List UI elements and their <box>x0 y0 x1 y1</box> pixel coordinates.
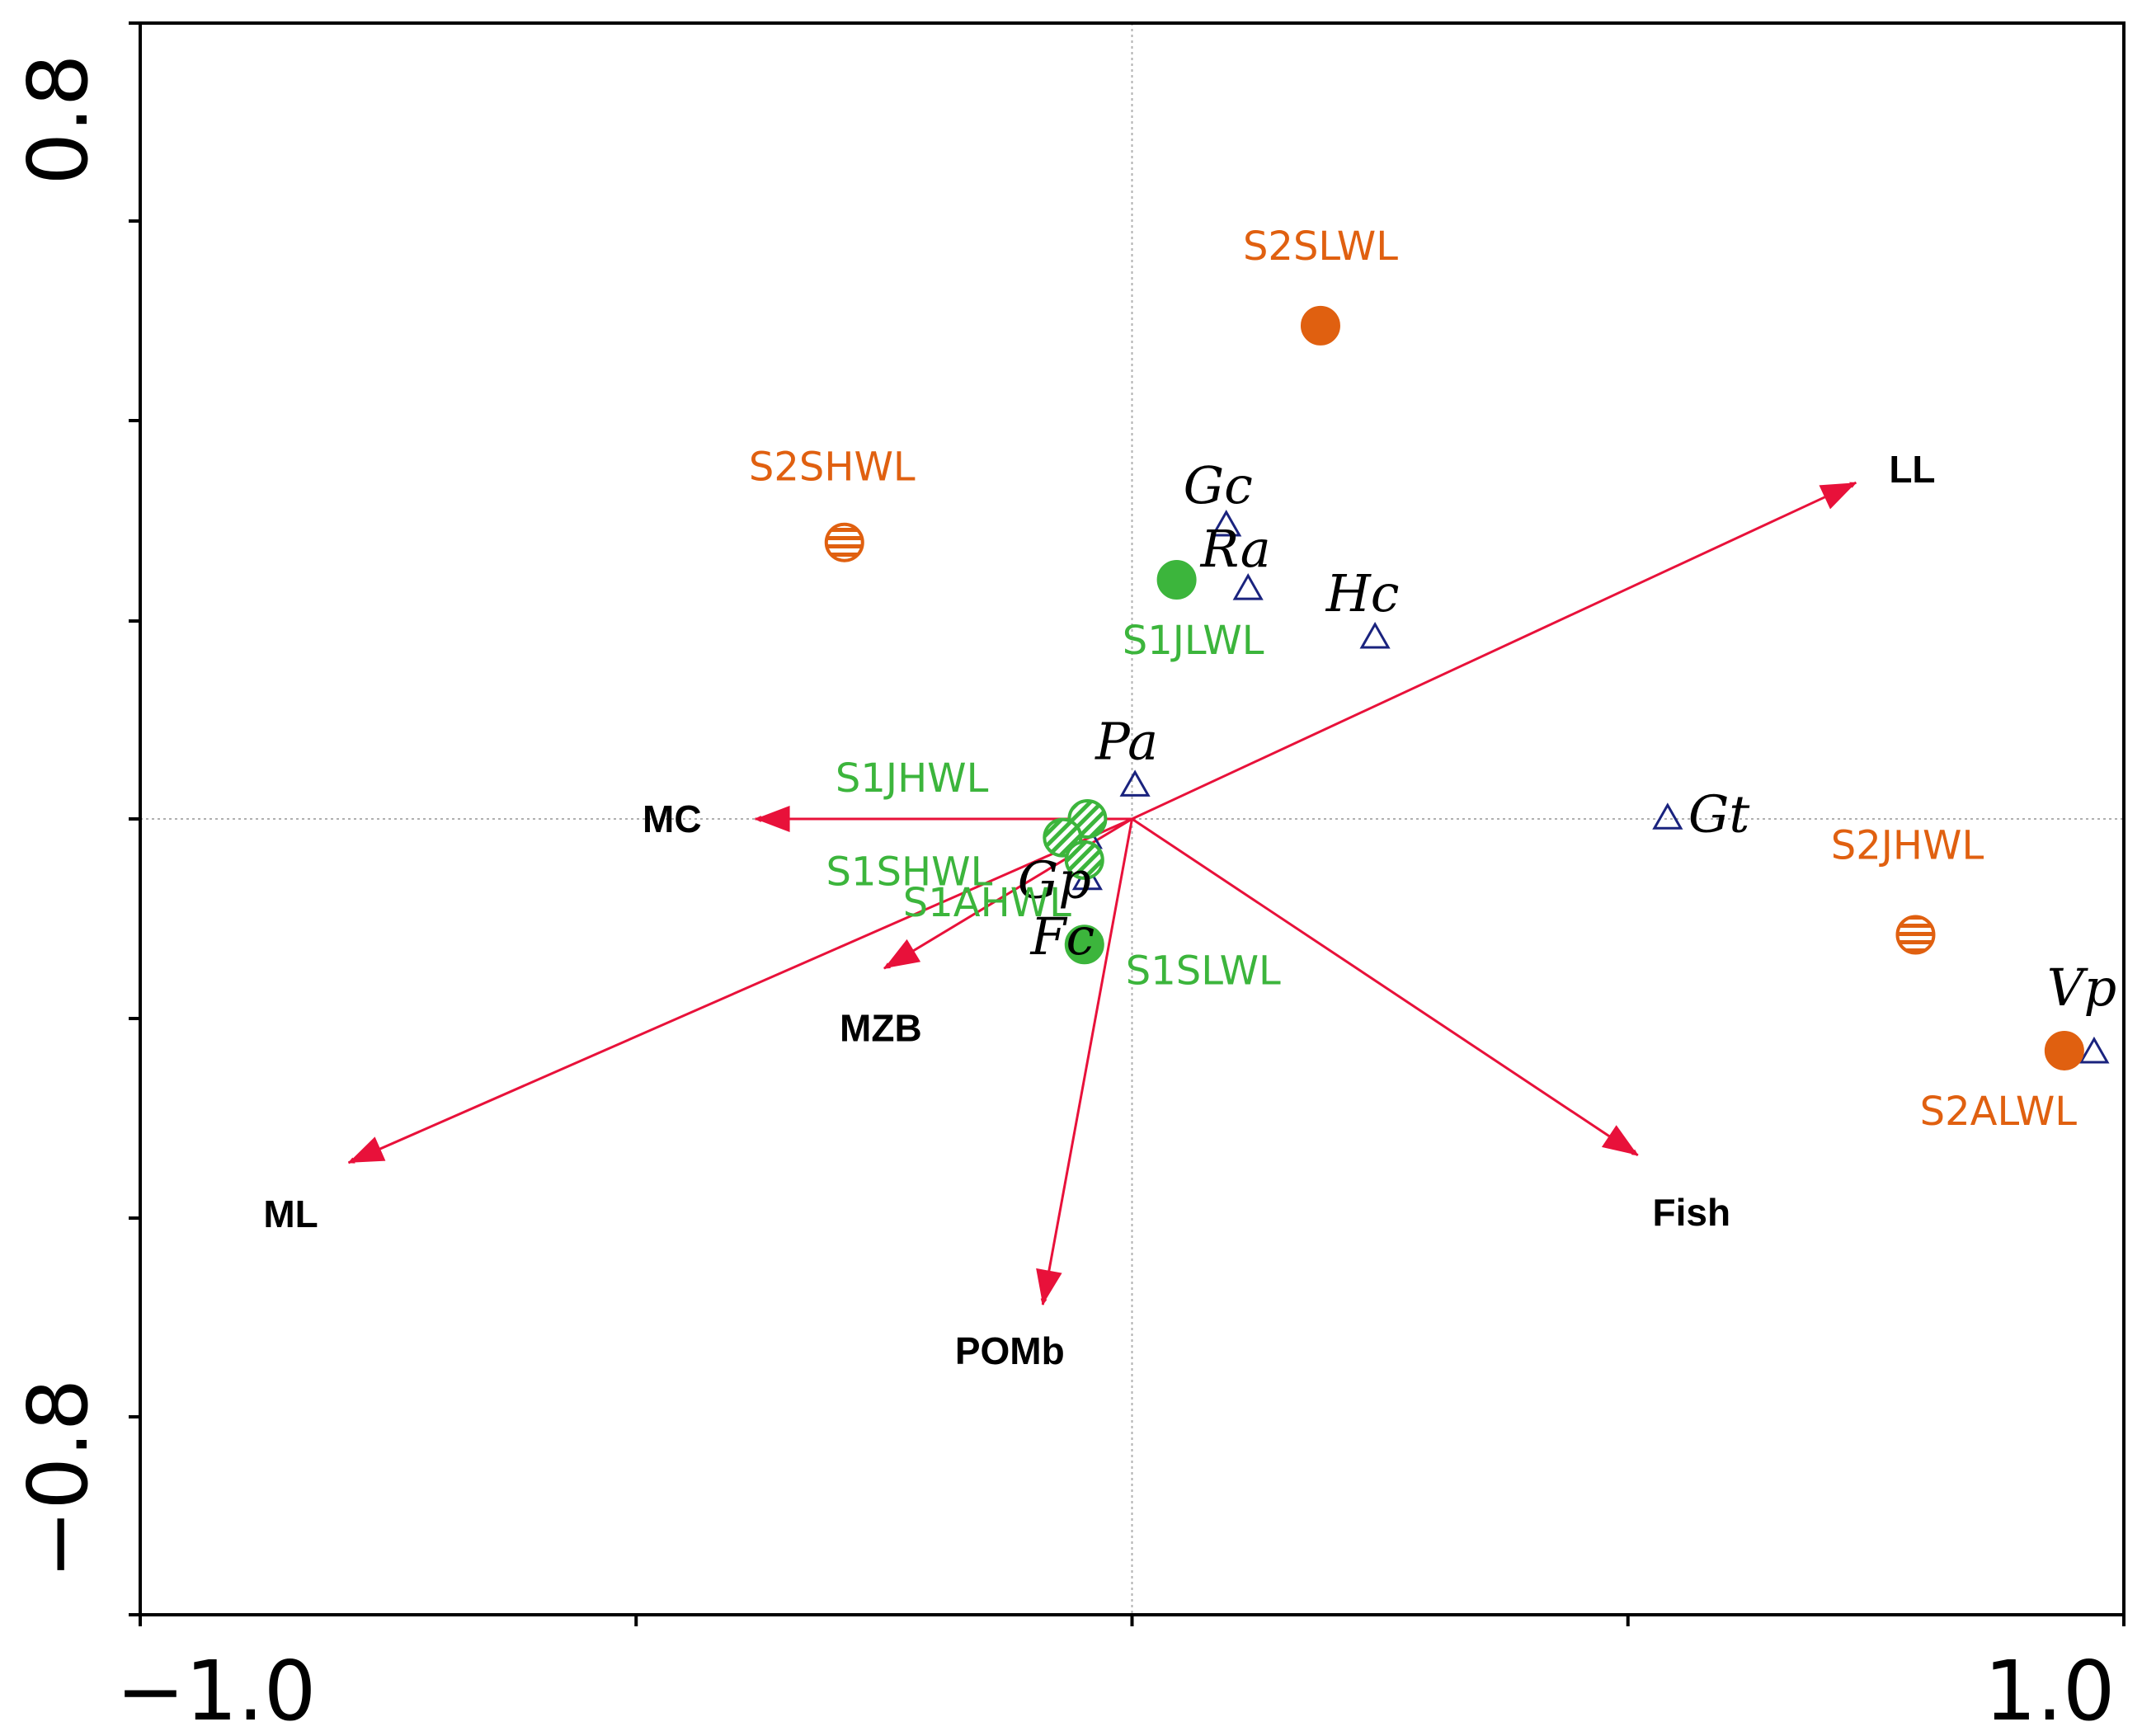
species-marker <box>1652 802 1683 830</box>
vector-arrowhead <box>755 806 790 832</box>
site-marker <box>824 522 864 562</box>
species-label: Gt <box>1688 783 1750 844</box>
species-label: Hc <box>1325 563 1400 623</box>
site-label: S1JHWL <box>836 755 989 802</box>
vector-arrowhead <box>348 1136 386 1163</box>
species-marker <box>1359 621 1391 649</box>
species-marker <box>1211 510 1242 537</box>
site-label: S1JLWL <box>1123 618 1264 664</box>
vector-label: Fish <box>1652 1191 1730 1234</box>
species-label: Ra <box>1200 519 1271 579</box>
species-label: Pa <box>1095 711 1158 771</box>
site-marker <box>1300 305 1340 346</box>
site-label: S2ALWL <box>1920 1089 2078 1135</box>
site-label: S1AHWL <box>903 880 1071 926</box>
species-marker <box>1119 769 1151 797</box>
y-tick-label: −0.8 <box>10 1379 106 1579</box>
site-marker <box>2044 1030 2084 1070</box>
vector-arrows <box>347 481 1857 1306</box>
zero-lines <box>140 23 2124 1615</box>
vector-pomb <box>1040 818 1133 1306</box>
vector-ll <box>1131 481 1857 821</box>
site-marker <box>1064 840 1104 880</box>
vector-fish <box>1131 817 1639 1157</box>
site-label: S1SLWL <box>1126 948 1281 994</box>
species-label: Gc <box>1184 455 1253 515</box>
species-label: Gp <box>1018 850 1091 910</box>
x-tick-label: 1.0 <box>1984 1643 2115 1736</box>
site-marker <box>1895 915 1936 955</box>
site-points <box>824 305 2084 1070</box>
y-tick-label: 0.8 <box>10 54 106 185</box>
x-tick-label: −1.0 <box>116 1643 317 1736</box>
vector-label: POMb <box>955 1329 1065 1372</box>
species-marker <box>2078 1036 2110 1064</box>
site-label: S2SHWL <box>749 445 916 491</box>
vector-label: ML <box>263 1193 318 1235</box>
site-marker <box>1064 924 1104 965</box>
vector-arrowhead <box>1819 482 1857 510</box>
vector-arrowhead <box>1036 1268 1062 1306</box>
species-marker <box>1232 573 1264 600</box>
axis-ticks: −1.0 1.0 0.8 −0.8 <box>10 21 2126 1736</box>
vector-arrowhead <box>1601 1125 1638 1155</box>
site-label: S1SHWL <box>826 849 993 896</box>
site-label: S2SLWL <box>1243 223 1398 270</box>
vector-label: MZB <box>840 1006 922 1049</box>
vector-label: MC <box>643 797 702 840</box>
vector-ml <box>347 817 1133 1164</box>
species-label: Vp <box>2047 957 2116 1018</box>
vector-arrowhead <box>883 939 921 969</box>
site-marker <box>1156 560 1197 600</box>
vector-label: LL <box>1889 448 1935 491</box>
species-label: Fc <box>1030 906 1095 967</box>
site-label: S2JHWL <box>1831 822 1984 868</box>
